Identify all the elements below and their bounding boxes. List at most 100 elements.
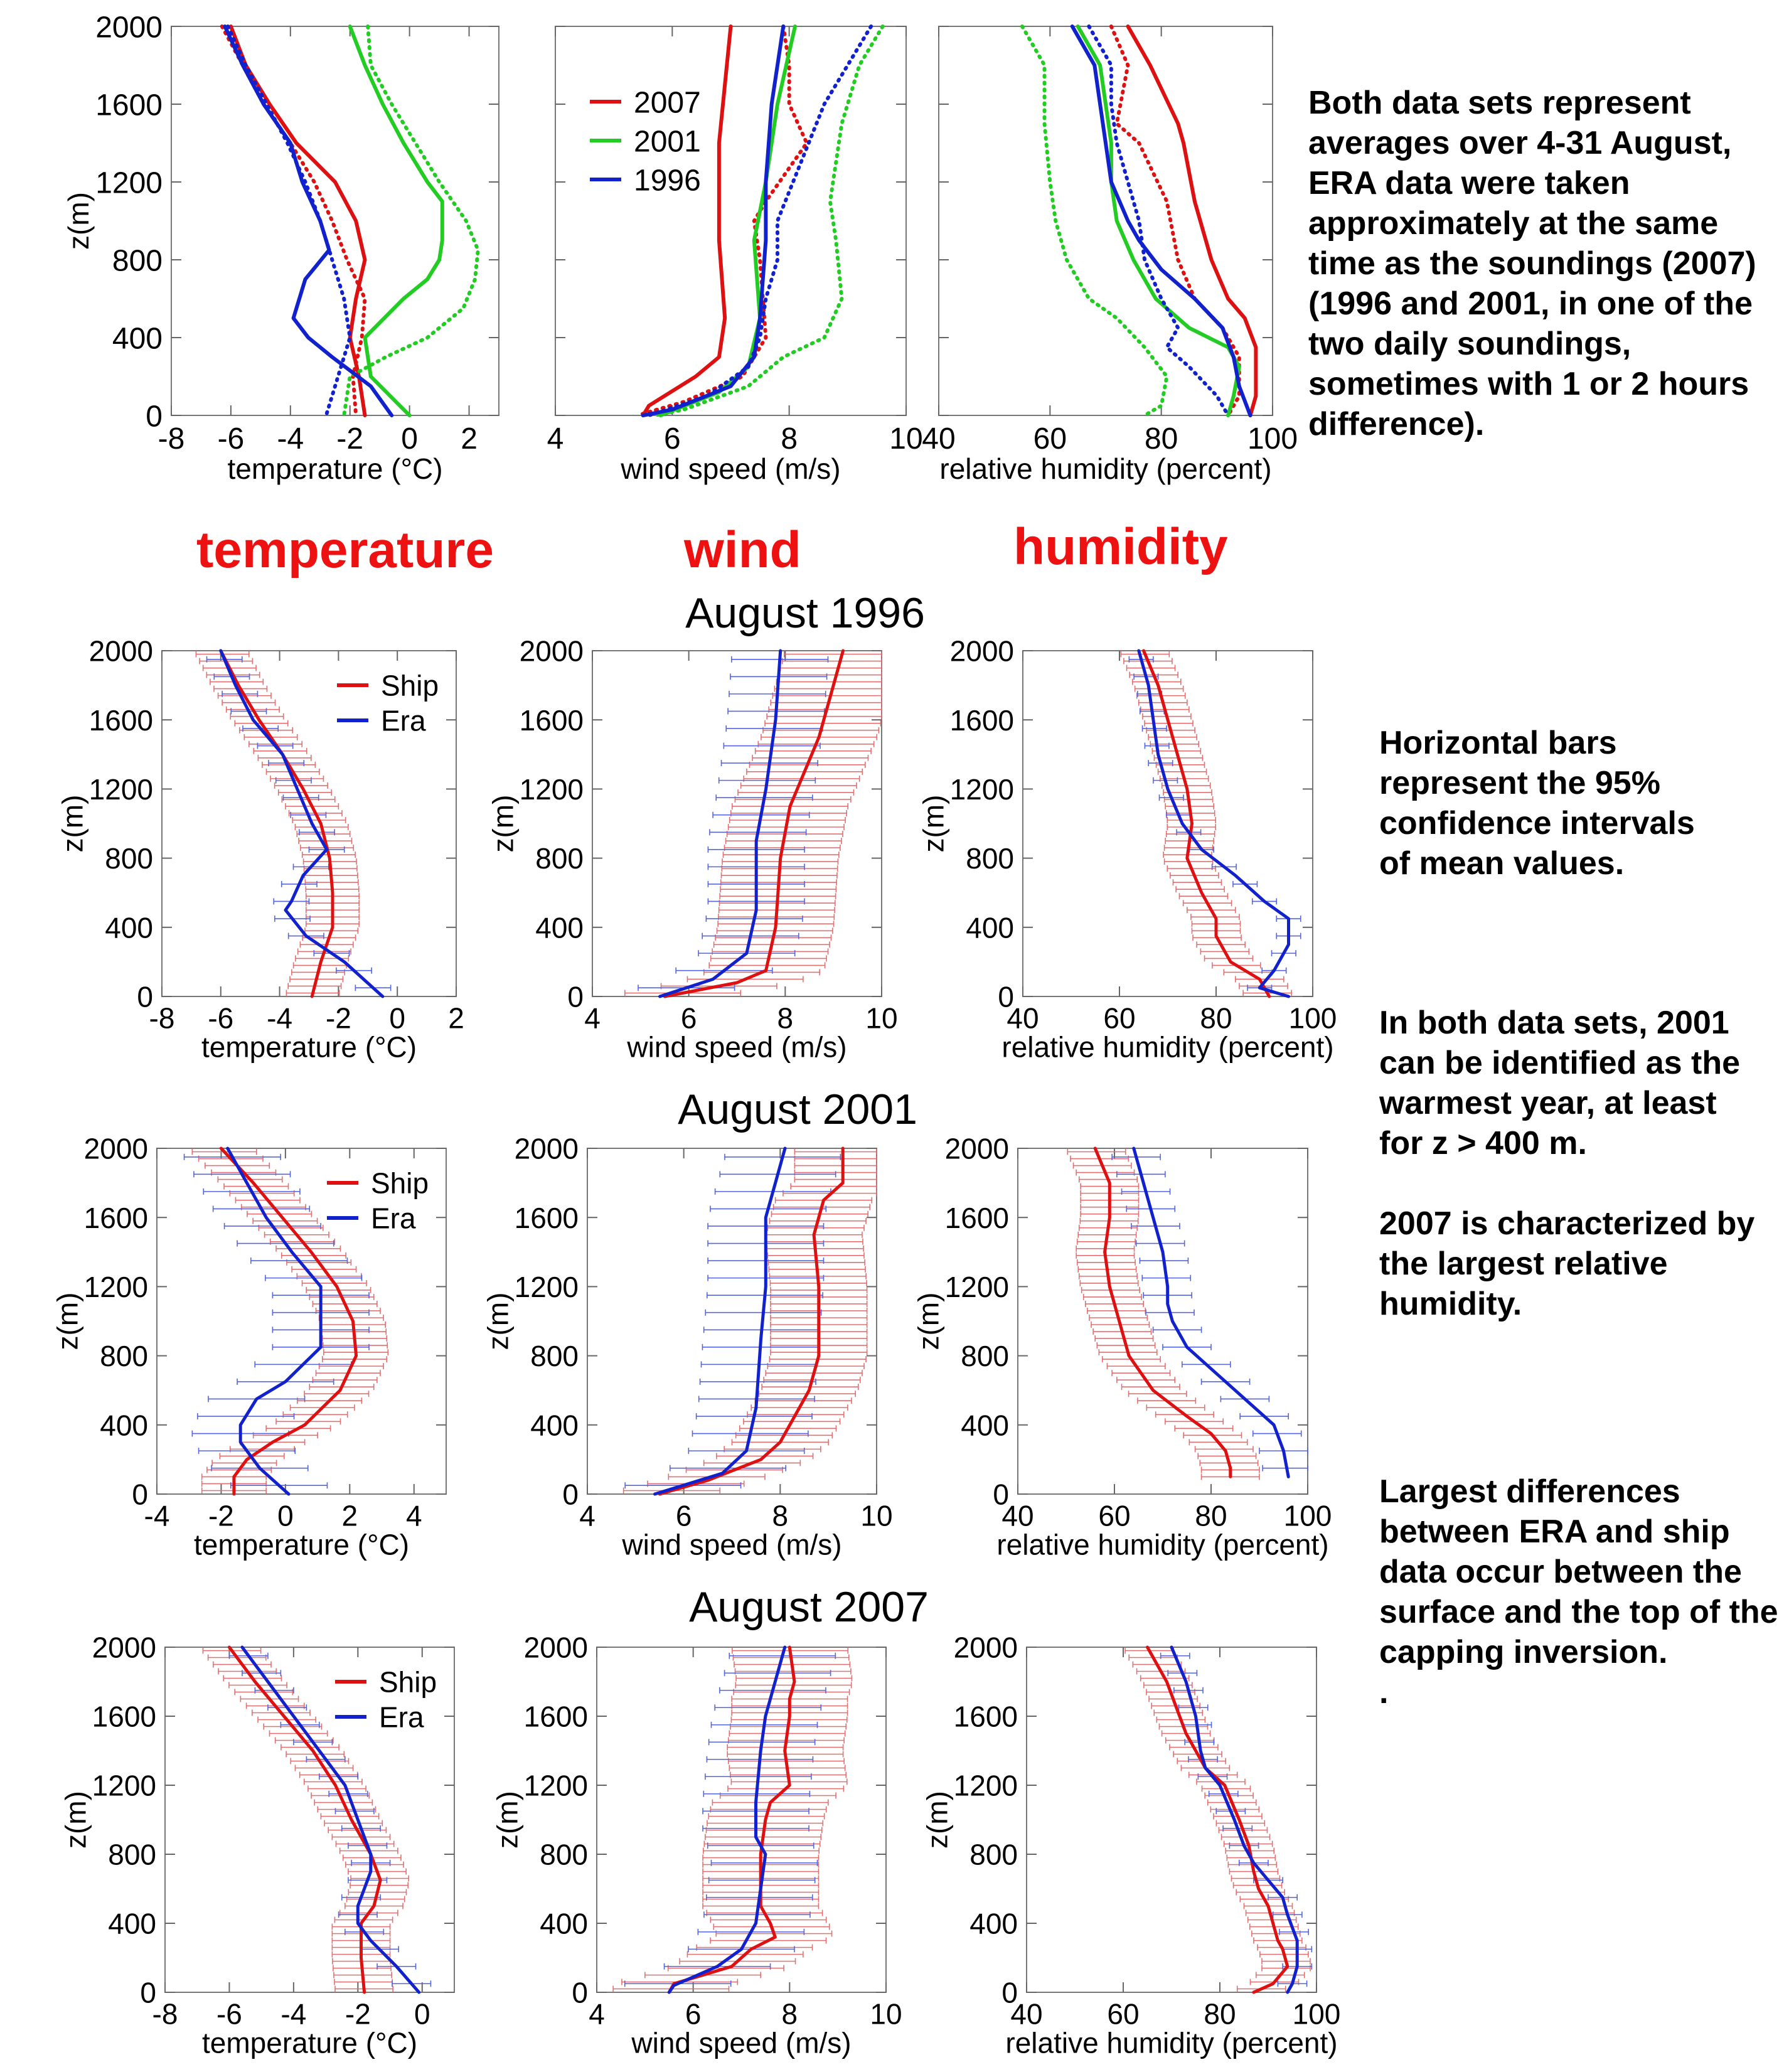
series-line-ship (219, 1146, 358, 1496)
x-tick-label: 4 (579, 1500, 595, 1532)
note-data-averages: Both data sets represent averages over 4… (1308, 85, 1756, 442)
plot-frame (1017, 1148, 1308, 1495)
x-tick-label: 40 (922, 422, 955, 456)
y-tick-label: 800 (961, 1340, 1009, 1372)
y-tick-label: 2000 (945, 1133, 1009, 1165)
y-tick-label: 800 (969, 1839, 1018, 1871)
plot-frame (592, 650, 882, 997)
x-tick-label: 60 (1098, 1500, 1130, 1532)
x-tick-label: 60 (1107, 1998, 1139, 2031)
series-line-era (1132, 1146, 1290, 1478)
x-tick-label: 10 (860, 1500, 892, 1532)
legend-label-2001: 2001 (634, 125, 701, 158)
y-tick-label: 2000 (84, 1133, 148, 1165)
section-label-humidity: humidity (1013, 518, 1228, 575)
y-tick-label: 2000 (92, 1631, 156, 1664)
x-tick-label: 4 (584, 1002, 601, 1035)
y-tick-label: 1600 (520, 704, 584, 737)
x-tick-label: 4 (406, 1500, 422, 1532)
y-tick-label: 1200 (950, 773, 1014, 806)
x-tick-label: -2 (345, 1998, 371, 2031)
y-tick-label: 400 (108, 1908, 156, 1940)
series-line-dotted-3 (653, 24, 885, 417)
x-tick-label: 10 (865, 1002, 897, 1035)
y-tick-label: 800 (540, 1839, 588, 1871)
y-tick-label: 0 (146, 400, 163, 433)
y-tick-label: 2000 (520, 635, 584, 668)
chart-top-temperature: 0 400 800 1200 1600 2000 -8 -6 -4 -2 0 2 temperature… (62, 11, 499, 485)
title-august-2007: August 2007 (689, 1583, 929, 1631)
x-tick-label: 40 (1007, 1002, 1039, 1035)
legend-label-ship: Ship (381, 670, 439, 702)
x-tick-label: 0 (277, 1500, 294, 1532)
x-axis-label: relative humidity (percent) (1005, 2027, 1337, 2059)
x-axis-label: wind speed (m/s) (626, 1031, 846, 1064)
y-tick-label: 1600 (954, 1701, 1018, 1733)
y-tick-label: 1600 (84, 1202, 148, 1234)
x-tick-label: 2 (342, 1500, 358, 1532)
series-line-dotted-1 (635, 24, 809, 417)
x-tick-label: 8 (781, 422, 798, 456)
series-line-dotted-5 (1087, 24, 1231, 417)
series-line-solid-4 (1070, 24, 1252, 417)
section-label-wind: wind (684, 521, 801, 579)
y-tick-label: 0 (140, 1977, 156, 2009)
series-line-ship (1142, 649, 1271, 998)
series-line-solid-0 (641, 24, 733, 417)
y-tick-label: 1200 (89, 773, 153, 806)
y-tick-label: 1600 (92, 1701, 156, 1733)
legend-label-ship: Ship (379, 1666, 437, 1699)
x-tick-label: 80 (1145, 422, 1178, 456)
y-tick-label: 1200 (515, 1271, 579, 1303)
y-axis-label: z(m) (917, 795, 950, 853)
x-tick-label: -2 (326, 1002, 351, 1035)
series-line-ship (1093, 1146, 1232, 1478)
title-august-1996: August 1996 (685, 589, 925, 637)
x-tick-label: 2 (448, 1002, 464, 1035)
x-tick-label: 10 (889, 422, 922, 456)
series-line-era (653, 1146, 787, 1496)
y-tick-label: 1600 (950, 704, 1014, 737)
series-line-dotted-1 (220, 24, 367, 417)
y-axis-label: z(m) (491, 1791, 524, 1849)
x-tick-label: 80 (1195, 1500, 1227, 1532)
x-axis-label: temperature (°C) (194, 1529, 409, 1561)
x-tick-label: 100 (1289, 1002, 1337, 1035)
y-tick-label: 400 (105, 911, 153, 944)
x-tick-label: 6 (681, 1002, 697, 1035)
x-tick-label: -2 (336, 422, 363, 456)
x-tick-label: 0 (389, 1002, 405, 1035)
plot-frame (171, 26, 499, 416)
y-tick-label: 800 (535, 842, 584, 875)
chart-aug2001-wind: 0 400 800 1200 1600 2000 4 6 8 10 wind speed (m/s)… (482, 1133, 893, 1561)
y-axis-label: z(m) (487, 795, 520, 853)
series-line-dotted-3 (342, 24, 480, 417)
y-axis-label: z(m) (56, 795, 89, 853)
y-axis-label: z(m) (60, 1791, 92, 1849)
note-humidity-2007: 2007 is characterized by the largest rel… (1379, 1205, 1755, 1322)
y-axis-label: z(m) (62, 192, 95, 250)
y-tick-label: 1200 (84, 1271, 148, 1303)
series-line-solid-0 (228, 24, 367, 417)
series-line-era (1137, 649, 1290, 998)
y-tick-label: 800 (100, 1340, 148, 1372)
x-axis-label: relative humidity (percent) (996, 1529, 1328, 1561)
series-line-era (226, 1146, 323, 1496)
series-line-solid-2 (1076, 24, 1241, 417)
series-line-era (658, 649, 782, 998)
y-tick-label: 1600 (89, 704, 153, 737)
y-tick-label: 2000 (524, 1631, 588, 1664)
y-tick-label: 2000 (89, 635, 153, 668)
x-tick-label: 60 (1103, 1002, 1135, 1035)
y-tick-label: 400 (961, 1409, 1009, 1441)
x-tick-label: 10 (870, 1998, 902, 2031)
x-tick-label: -6 (208, 1002, 233, 1035)
y-tick-label: 0 (132, 1478, 148, 1511)
y-tick-label: 400 (530, 1409, 579, 1441)
note-confidence-bars: Horizontal bars represent the 95% confid… (1379, 725, 1695, 882)
